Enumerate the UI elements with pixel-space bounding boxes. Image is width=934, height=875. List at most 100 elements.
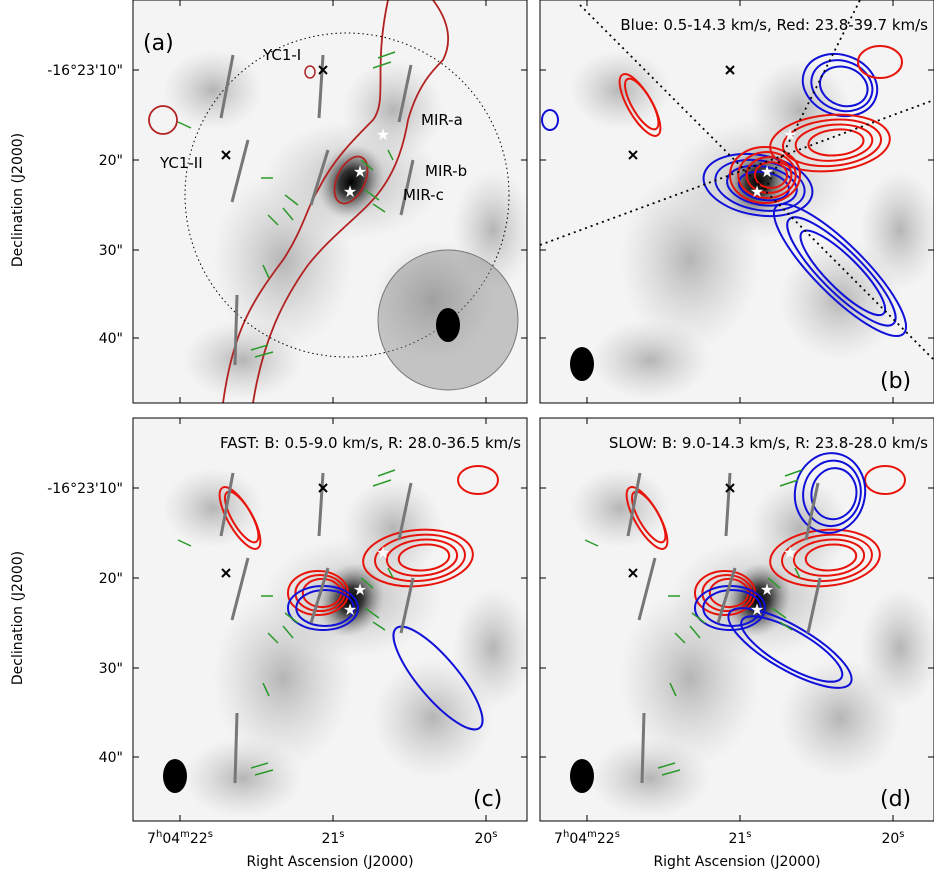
red-contour bbox=[294, 573, 346, 613]
y-tick-label: 20" bbox=[99, 571, 123, 587]
red-contour bbox=[781, 533, 873, 583]
magnetic-segment bbox=[282, 625, 294, 639]
star-marker: ★ bbox=[750, 182, 764, 201]
blue-contour bbox=[793, 452, 867, 534]
magnetic-segment bbox=[779, 479, 799, 487]
magnetic-segment bbox=[387, 567, 394, 579]
dust-emission bbox=[183, 738, 303, 818]
plot: ★★★ bbox=[540, 0, 934, 403]
source-cross bbox=[221, 150, 231, 160]
magnetic-segment bbox=[284, 194, 299, 206]
panel-label: (c) bbox=[473, 787, 502, 812]
beam bbox=[570, 759, 594, 793]
polarization-segment bbox=[399, 577, 415, 634]
star-marker: ★ bbox=[376, 125, 390, 144]
x-tick-part: s bbox=[746, 829, 751, 840]
dust-emission bbox=[620, 170, 760, 350]
panel-title: Blue: 0.5-14.3 km/s, Red: 23.8-39.7 km/s bbox=[620, 16, 928, 34]
magnetic-segment bbox=[674, 632, 686, 644]
y-tick-label: 30" bbox=[99, 661, 123, 677]
star-marker: ★ bbox=[783, 543, 797, 562]
source-cross bbox=[318, 483, 328, 493]
magnetic-segment bbox=[377, 469, 396, 477]
magnetic-segment bbox=[364, 607, 380, 619]
blue-contour bbox=[799, 229, 887, 317]
red-contour bbox=[457, 465, 499, 495]
field-of-view bbox=[184, 32, 510, 358]
polarization-segment bbox=[716, 567, 737, 624]
outflow-axis bbox=[540, 99, 934, 246]
x-tick-label: 20s bbox=[881, 829, 904, 847]
magnetic-segment bbox=[372, 61, 392, 69]
polarization-segment bbox=[219, 472, 235, 537]
y-tick-label: -16°23'10" bbox=[47, 63, 123, 79]
x-tick-label: 21s bbox=[728, 829, 751, 847]
blue-contour bbox=[801, 52, 879, 118]
blue-contour bbox=[772, 202, 908, 338]
polarization-segment bbox=[230, 139, 250, 203]
magnetic-segment bbox=[377, 51, 396, 59]
dust-emission bbox=[453, 588, 527, 708]
magnetic-segment bbox=[284, 612, 299, 624]
red-contour bbox=[807, 128, 865, 157]
blue-contour bbox=[786, 216, 897, 327]
polarization-segment bbox=[317, 472, 325, 537]
magnetic-segment bbox=[262, 682, 270, 697]
beam bbox=[436, 308, 460, 342]
source-cross bbox=[628, 568, 638, 578]
x-tick-part: 04 bbox=[162, 831, 180, 847]
magnetic-segment bbox=[282, 207, 294, 221]
red-contour bbox=[624, 77, 660, 131]
panel-title: SLOW: B: 9.0-14.3 km/s, R: 23.8-28.0 km/… bbox=[609, 434, 928, 452]
blue-contour bbox=[802, 459, 862, 528]
x-tick-part: s bbox=[208, 829, 213, 840]
star-marker: ★ bbox=[760, 162, 774, 181]
blue-contour bbox=[726, 164, 798, 207]
plot: ★★★ bbox=[133, 418, 527, 821]
dust-contour bbox=[252, 0, 450, 403]
x-tick-part: 04 bbox=[569, 831, 587, 847]
blue-contour bbox=[392, 625, 484, 731]
dust-emission bbox=[750, 478, 850, 578]
star-marker: ★ bbox=[343, 182, 357, 201]
annotation: MIR-b bbox=[425, 162, 467, 180]
magnetic-segment bbox=[584, 539, 599, 547]
magnetic-segment bbox=[267, 632, 279, 644]
dust-emission bbox=[590, 320, 710, 400]
x-tick-part: s bbox=[339, 829, 344, 840]
red-contour bbox=[737, 151, 797, 199]
y-tick-label: -16°23'10" bbox=[47, 481, 123, 497]
magnetic-segment bbox=[689, 625, 701, 639]
polarization-segment bbox=[637, 557, 657, 621]
x-tick-part: 22 bbox=[190, 831, 208, 847]
x-tick-label: 7h04m22s bbox=[147, 829, 213, 847]
magnetic-segment bbox=[784, 469, 803, 477]
magnetic-segment bbox=[262, 264, 270, 279]
source-cross bbox=[725, 65, 735, 75]
y-tick-label: 30" bbox=[99, 243, 123, 259]
x-tick-part: s bbox=[899, 829, 904, 840]
blue-contour bbox=[714, 158, 806, 212]
panel-label: (a) bbox=[143, 31, 174, 56]
dust-emission bbox=[373, 240, 493, 360]
x-tick-part: 7 bbox=[147, 831, 156, 847]
annotation: MIR-c bbox=[403, 186, 444, 204]
red-contour bbox=[745, 156, 793, 194]
x-tick-part: 20 bbox=[474, 831, 492, 847]
blue-contour bbox=[702, 152, 814, 218]
red-contour bbox=[792, 538, 866, 577]
dust-emission bbox=[590, 738, 710, 818]
source-cross bbox=[725, 483, 735, 493]
magnetic-segment bbox=[657, 762, 676, 769]
red-contour bbox=[362, 528, 474, 588]
red-contour bbox=[385, 538, 459, 577]
polarization-segment bbox=[724, 472, 732, 537]
magnetic-segment bbox=[360, 159, 374, 171]
magnetic-segment bbox=[267, 214, 279, 226]
polarization-segment bbox=[640, 712, 646, 784]
beam bbox=[163, 759, 187, 793]
red-contour bbox=[397, 543, 451, 572]
panel: ★★★(d)SLOW: B: 9.0-14.3 km/s, R: 23.8-28… bbox=[539, 417, 934, 822]
blue-contour bbox=[818, 65, 869, 108]
